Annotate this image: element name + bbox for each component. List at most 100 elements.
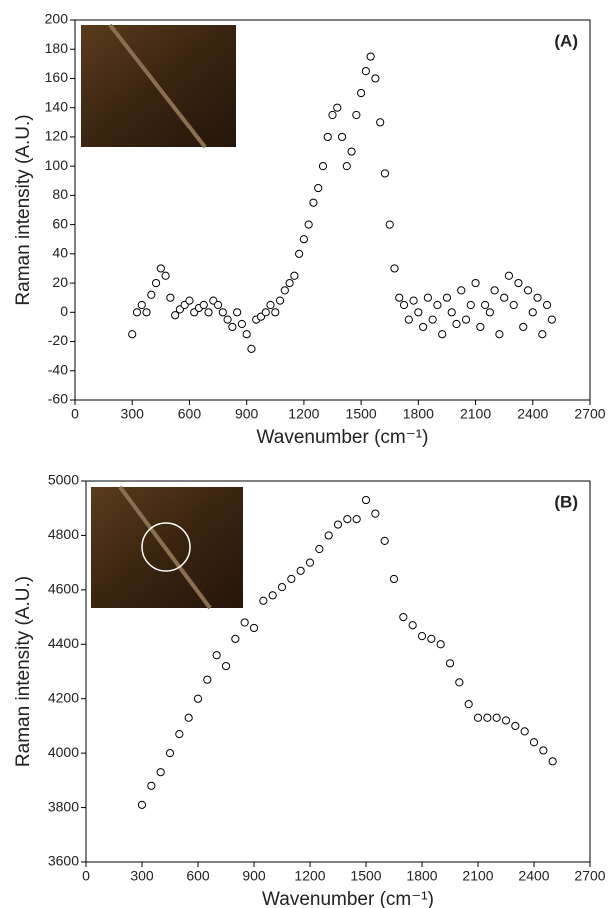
x-tick-label: 2400 <box>518 868 549 884</box>
point <box>366 52 375 61</box>
point <box>509 300 518 310</box>
point <box>480 300 490 310</box>
point <box>147 781 156 790</box>
point <box>361 67 370 76</box>
y-tick-label: 4600 <box>48 581 79 597</box>
point <box>492 713 501 722</box>
point <box>290 271 299 280</box>
point <box>137 800 147 809</box>
x-tick-label: 300 <box>130 868 154 884</box>
point <box>333 103 342 112</box>
y-tick-label: 4000 <box>48 744 79 760</box>
point <box>490 286 499 295</box>
y-tick-label: 200 <box>45 11 69 27</box>
point <box>455 678 464 687</box>
point <box>296 566 305 575</box>
point <box>268 591 277 600</box>
point <box>371 509 380 518</box>
y-axis-label: Raman intensity (A.U.) <box>13 576 34 767</box>
point <box>156 264 165 273</box>
point <box>520 727 529 736</box>
point <box>471 278 480 288</box>
x-tick-label: 600 <box>178 406 202 422</box>
point <box>389 574 399 584</box>
point <box>464 700 473 709</box>
point <box>371 74 380 83</box>
x-tick-label: 2100 <box>460 406 491 422</box>
point <box>380 536 389 545</box>
point <box>399 612 408 622</box>
point <box>428 315 437 324</box>
point <box>223 315 232 324</box>
point <box>275 296 285 305</box>
point <box>466 300 475 310</box>
y-tick-label: 180 <box>45 40 69 56</box>
point <box>343 515 352 524</box>
x-axis-label: Wavenumber (cm⁻¹) <box>262 889 434 908</box>
point <box>529 738 539 747</box>
point <box>212 651 221 660</box>
point <box>390 264 399 273</box>
panel-label: (B) <box>554 492 578 511</box>
x-tick-label: 0 <box>82 868 90 884</box>
point <box>533 293 542 302</box>
point <box>347 147 356 156</box>
x-tick-label: 900 <box>242 868 266 884</box>
point <box>519 322 528 332</box>
point <box>151 278 161 288</box>
plot-frame <box>85 480 591 863</box>
y-tick-label: 160 <box>45 69 69 85</box>
point <box>442 293 452 302</box>
point <box>495 330 504 339</box>
point <box>337 132 347 142</box>
point <box>185 296 194 305</box>
point <box>548 757 557 766</box>
point <box>315 544 324 554</box>
point <box>436 640 445 649</box>
point <box>199 300 208 310</box>
x-tick-label: 300 <box>121 406 145 422</box>
point <box>504 271 514 280</box>
point <box>452 319 461 329</box>
point <box>376 118 385 127</box>
point <box>184 713 193 722</box>
point <box>295 249 304 258</box>
point <box>438 330 447 339</box>
point <box>193 694 203 703</box>
point <box>539 746 548 755</box>
point <box>305 558 315 567</box>
point <box>271 308 280 317</box>
point <box>408 621 417 630</box>
point <box>476 322 485 332</box>
point <box>423 293 432 302</box>
point <box>142 308 151 317</box>
y-tick-label: -60 <box>48 391 68 407</box>
y-tick-label: 140 <box>45 98 69 114</box>
point <box>447 308 456 317</box>
point <box>299 235 308 244</box>
point <box>166 293 175 302</box>
point <box>409 296 418 305</box>
point <box>175 729 184 739</box>
point <box>342 162 351 171</box>
point <box>237 319 246 329</box>
y-tick-label: 40 <box>52 245 68 261</box>
point <box>218 308 227 317</box>
y-tick-label: 3800 <box>48 798 79 814</box>
point <box>242 330 251 339</box>
point <box>333 520 343 529</box>
point <box>380 169 390 178</box>
point <box>445 659 455 668</box>
point <box>328 110 337 120</box>
point <box>399 300 409 310</box>
point <box>361 495 371 505</box>
point <box>483 713 492 722</box>
point <box>240 618 249 627</box>
inset-a <box>81 23 236 149</box>
point <box>266 300 275 310</box>
y-tick-label: 60 <box>52 215 68 231</box>
point <box>277 583 287 592</box>
point <box>395 293 404 302</box>
point <box>318 162 328 171</box>
point <box>511 721 520 731</box>
